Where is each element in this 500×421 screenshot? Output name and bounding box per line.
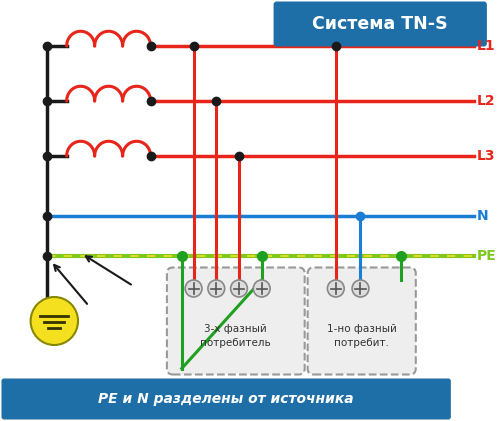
Text: L3: L3 [476, 149, 495, 163]
Circle shape [208, 280, 224, 297]
FancyBboxPatch shape [2, 378, 451, 419]
Circle shape [352, 280, 369, 297]
Text: L2: L2 [476, 94, 495, 108]
Text: 3-х фазный
потребитель: 3-х фазный потребитель [200, 324, 271, 348]
FancyBboxPatch shape [308, 267, 416, 375]
FancyBboxPatch shape [167, 267, 304, 375]
Text: 1-но фазный
потребит.: 1-но фазный потребит. [327, 324, 396, 348]
Circle shape [230, 280, 248, 297]
Text: PE и N разделены от источника: PE и N разделены от источника [98, 392, 354, 406]
Text: N: N [476, 209, 488, 223]
Text: PE: PE [476, 249, 496, 263]
Circle shape [30, 297, 78, 345]
Circle shape [254, 280, 270, 297]
Circle shape [185, 280, 202, 297]
Circle shape [328, 280, 344, 297]
FancyBboxPatch shape [274, 2, 487, 46]
Text: Система TN-S: Система TN-S [312, 15, 448, 33]
Text: L1: L1 [476, 39, 495, 53]
